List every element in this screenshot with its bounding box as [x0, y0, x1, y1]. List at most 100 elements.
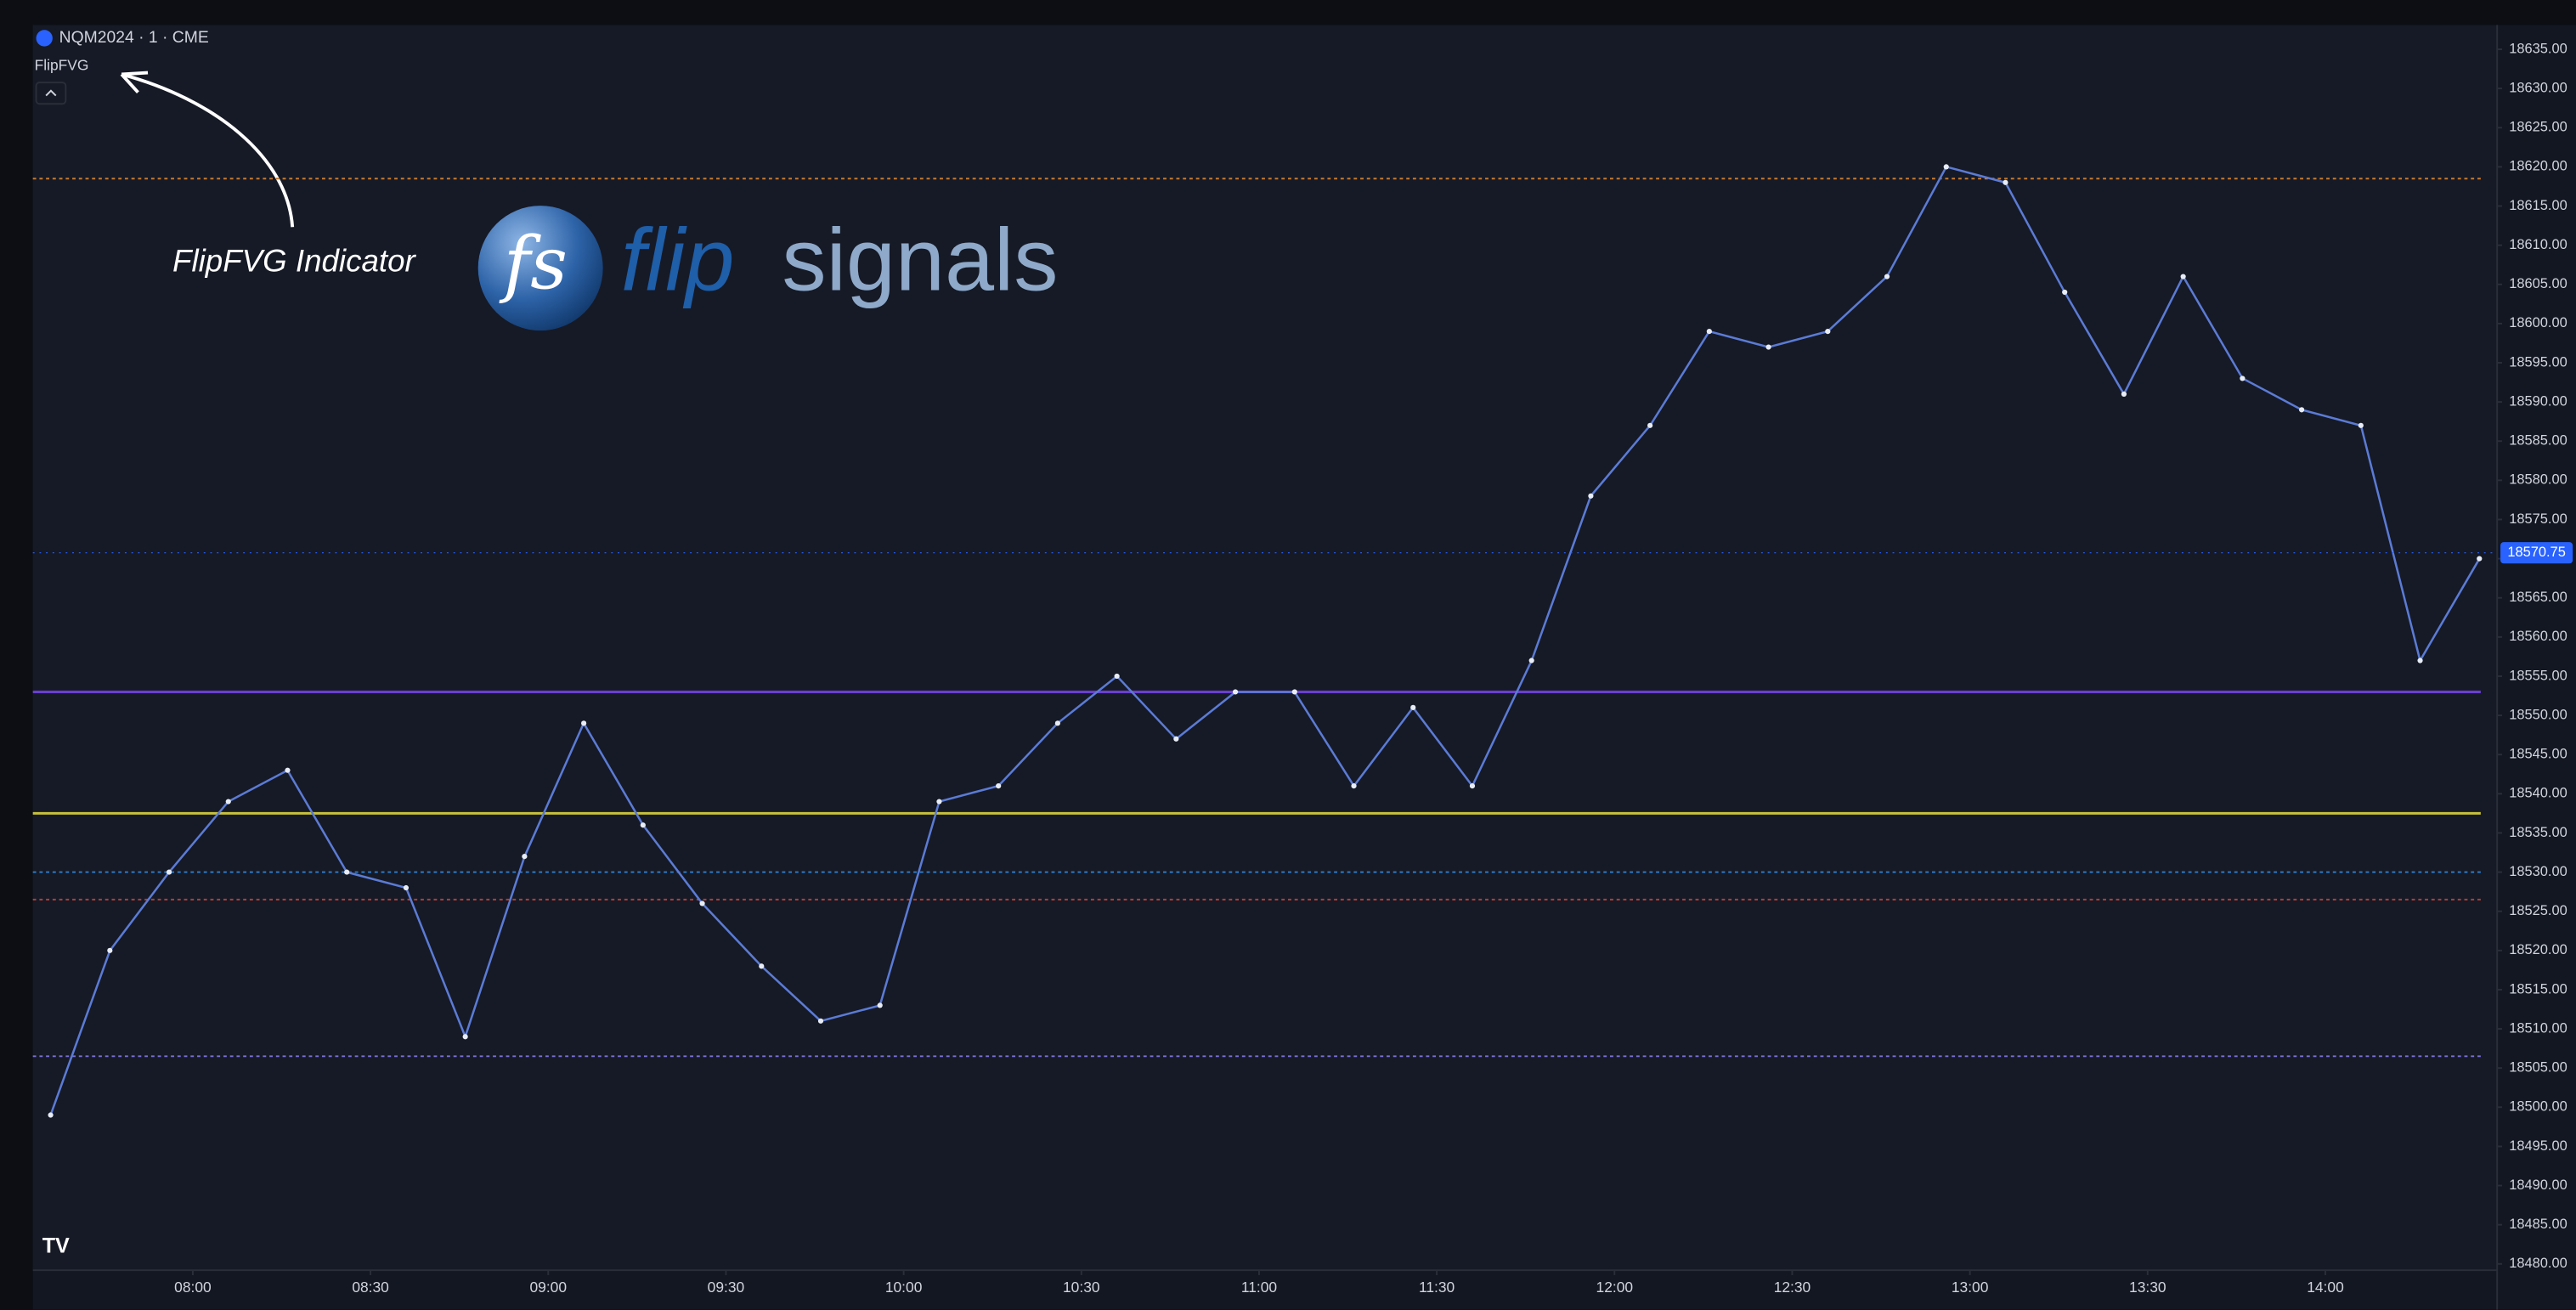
y-tick-label: 18610.00	[2509, 237, 2568, 252]
price-point	[344, 869, 350, 875]
x-tick-label: 11:00	[1241, 1279, 1277, 1296]
last-price-badge	[2500, 542, 2573, 564]
price-point	[699, 901, 705, 906]
price-point	[48, 1112, 54, 1118]
price-point	[285, 767, 291, 773]
logo-mark: fs	[499, 223, 568, 307]
y-tick-label: 18580.00	[2509, 472, 2568, 488]
price-point	[936, 799, 942, 805]
indicator-name: FlipFVG	[35, 56, 89, 73]
price-point	[640, 822, 646, 828]
price-point	[1291, 689, 1297, 695]
price-point	[877, 1002, 883, 1008]
x-tick-label: 09:00	[530, 1279, 568, 1296]
y-tick-label: 18490.00	[2509, 1177, 2568, 1193]
price-point	[1943, 164, 1949, 170]
price-point	[2003, 179, 2008, 185]
y-tick-label: 18615.00	[2509, 198, 2568, 213]
price-point	[817, 1018, 824, 1024]
y-tick-label: 18605.00	[2509, 276, 2568, 291]
y-tick-label: 18595.00	[2509, 354, 2568, 370]
price-point	[1410, 704, 1416, 710]
annotation-arrow	[120, 71, 295, 228]
x-tick-label: 10:30	[1063, 1279, 1100, 1296]
time-axis	[32, 1270, 2498, 1310]
price-point	[1825, 329, 1831, 335]
x-tick-label: 13:30	[2129, 1279, 2166, 1296]
plot-area	[32, 25, 2498, 1271]
y-tick-label: 18495.00	[2509, 1138, 2568, 1154]
price-point	[2180, 274, 2186, 280]
price-point	[996, 783, 1002, 789]
price-line	[49, 165, 2481, 1115]
collapse-icon	[45, 89, 57, 97]
annotation: FlipFVG Indicator	[172, 244, 416, 279]
price-point	[166, 869, 172, 875]
price-point	[462, 1034, 468, 1040]
price-point	[1765, 344, 1771, 350]
price-point	[2417, 658, 2423, 663]
price-point	[1173, 736, 1179, 742]
y-tick-label: 18545.00	[2509, 747, 2568, 762]
price-point	[2299, 407, 2305, 413]
price-point	[403, 884, 410, 891]
price-point	[2477, 556, 2483, 562]
y-tick-label: 18535.00	[2509, 825, 2568, 840]
price-point	[1588, 493, 1594, 499]
y-tick-label: 18600.00	[2509, 315, 2568, 330]
price-point	[1114, 673, 1120, 680]
y-tick-label: 18550.00	[2509, 707, 2568, 722]
symbol-icon	[36, 30, 53, 47]
y-tick-label: 18630.00	[2509, 80, 2568, 95]
x-tick-label: 09:30	[708, 1279, 745, 1296]
logo-word-a: flip	[621, 210, 734, 309]
y-tick-label: 18540.00	[2509, 786, 2568, 801]
y-tick-label: 18635.00	[2509, 41, 2568, 56]
price-point	[1647, 422, 1653, 428]
logo-word-b: signals	[782, 210, 1058, 309]
x-tick-label: 08:00	[174, 1279, 212, 1296]
price-point	[2358, 422, 2364, 428]
x-tick-label: 12:00	[1596, 1279, 1634, 1296]
platform-logo: TV	[42, 1234, 70, 1258]
x-tick-label: 11:30	[1419, 1279, 1455, 1296]
y-tick-label: 18575.00	[2509, 511, 2568, 527]
price-point	[1528, 658, 1534, 663]
price-point	[225, 799, 231, 805]
y-tick-label: 18485.00	[2509, 1217, 2568, 1232]
y-tick-label: 18560.00	[2509, 629, 2568, 644]
price-axis	[2497, 25, 2576, 1310]
y-tick-label: 18620.00	[2509, 159, 2568, 174]
price-point	[759, 963, 765, 969]
y-tick-label: 18515.00	[2509, 981, 2568, 997]
y-tick-label: 18530.00	[2509, 864, 2568, 879]
y-tick-label: 18505.00	[2509, 1060, 2568, 1076]
y-tick-label: 18510.00	[2509, 1020, 2568, 1036]
last-price-label: 18570.75	[2507, 545, 2566, 560]
y-tick-label: 18590.00	[2509, 393, 2568, 409]
x-tick-label: 12:30	[1774, 1279, 1811, 1296]
y-tick-label: 18520.00	[2509, 942, 2568, 957]
x-tick-label: 10:00	[885, 1279, 923, 1296]
price-point	[1351, 783, 1357, 789]
logo-badge	[477, 206, 603, 331]
y-tick-label: 18480.00	[2509, 1256, 2568, 1271]
y-tick-label: 18625.00	[2509, 120, 2568, 135]
price-point	[522, 854, 528, 860]
x-tick-label: 14:00	[2307, 1279, 2344, 1296]
y-tick-label: 18555.00	[2509, 668, 2568, 683]
y-tick-label: 18565.00	[2509, 590, 2568, 605]
collapse-button[interactable]	[35, 82, 67, 105]
price-point	[1054, 720, 1060, 726]
price-point	[2240, 375, 2246, 381]
y-tick-label: 18585.00	[2509, 433, 2568, 449]
symbol-title: NQM2024 · 1 · CME	[59, 29, 209, 47]
price-point	[1706, 329, 1712, 335]
y-tick-label: 18500.00	[2509, 1099, 2568, 1115]
price-point	[1232, 689, 1239, 695]
price-point	[107, 947, 113, 953]
x-tick-label: 08:30	[352, 1279, 389, 1296]
price-point	[1469, 783, 1476, 789]
